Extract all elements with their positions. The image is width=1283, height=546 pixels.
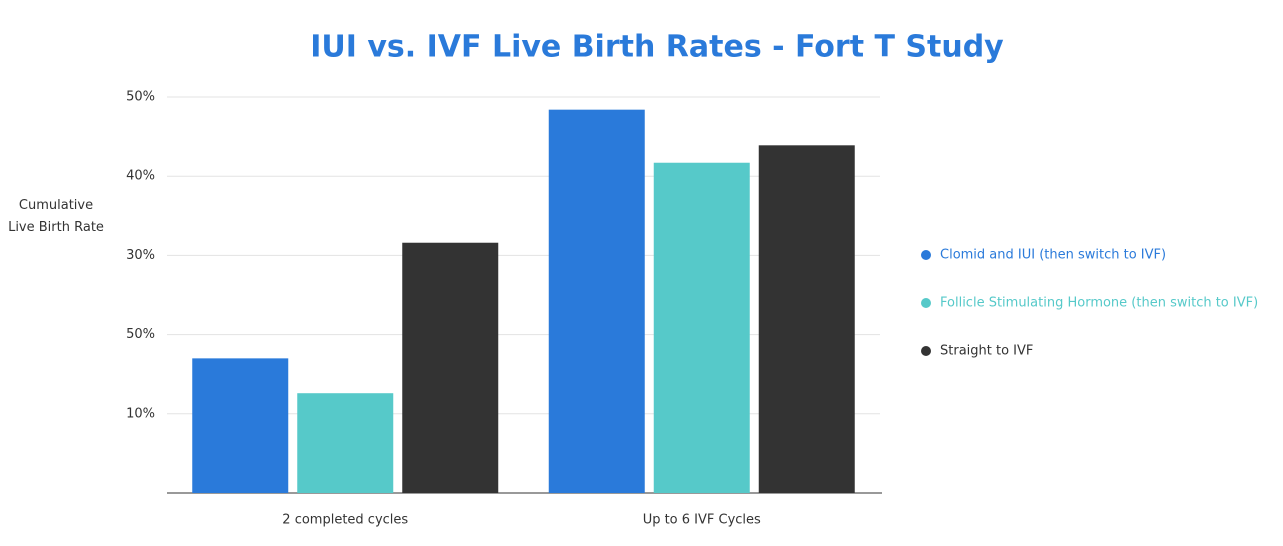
y-tick-label: 50% xyxy=(126,327,155,342)
x-tick-label: 2 completed cycles xyxy=(282,513,408,528)
legend-marker xyxy=(921,346,931,356)
legend-label: Straight to IVF xyxy=(940,344,1033,359)
y-tick-label: 30% xyxy=(126,248,155,263)
bar xyxy=(192,358,289,493)
y-tick-label: 40% xyxy=(126,169,155,184)
bar xyxy=(402,242,499,493)
bar xyxy=(548,109,645,493)
bar xyxy=(297,393,394,493)
legend-label: Clomid and IUI (then switch to IVF) xyxy=(940,248,1166,263)
chart-title: IUI vs. IVF Live Birth Rates - Fort T St… xyxy=(310,30,1004,65)
bar xyxy=(758,145,855,493)
bar xyxy=(653,162,750,493)
y-tick-label: 10% xyxy=(126,406,155,421)
x-tick-label: Up to 6 IVF Cycles xyxy=(643,513,761,528)
legend-label: Follicle Stimulating Hormone (then switc… xyxy=(940,296,1258,311)
y-tick-label: 50% xyxy=(126,90,155,105)
legend-marker xyxy=(921,298,931,308)
y-axis-label: Cumulative Live Birth Rate xyxy=(8,198,104,235)
legend-marker xyxy=(921,250,931,260)
